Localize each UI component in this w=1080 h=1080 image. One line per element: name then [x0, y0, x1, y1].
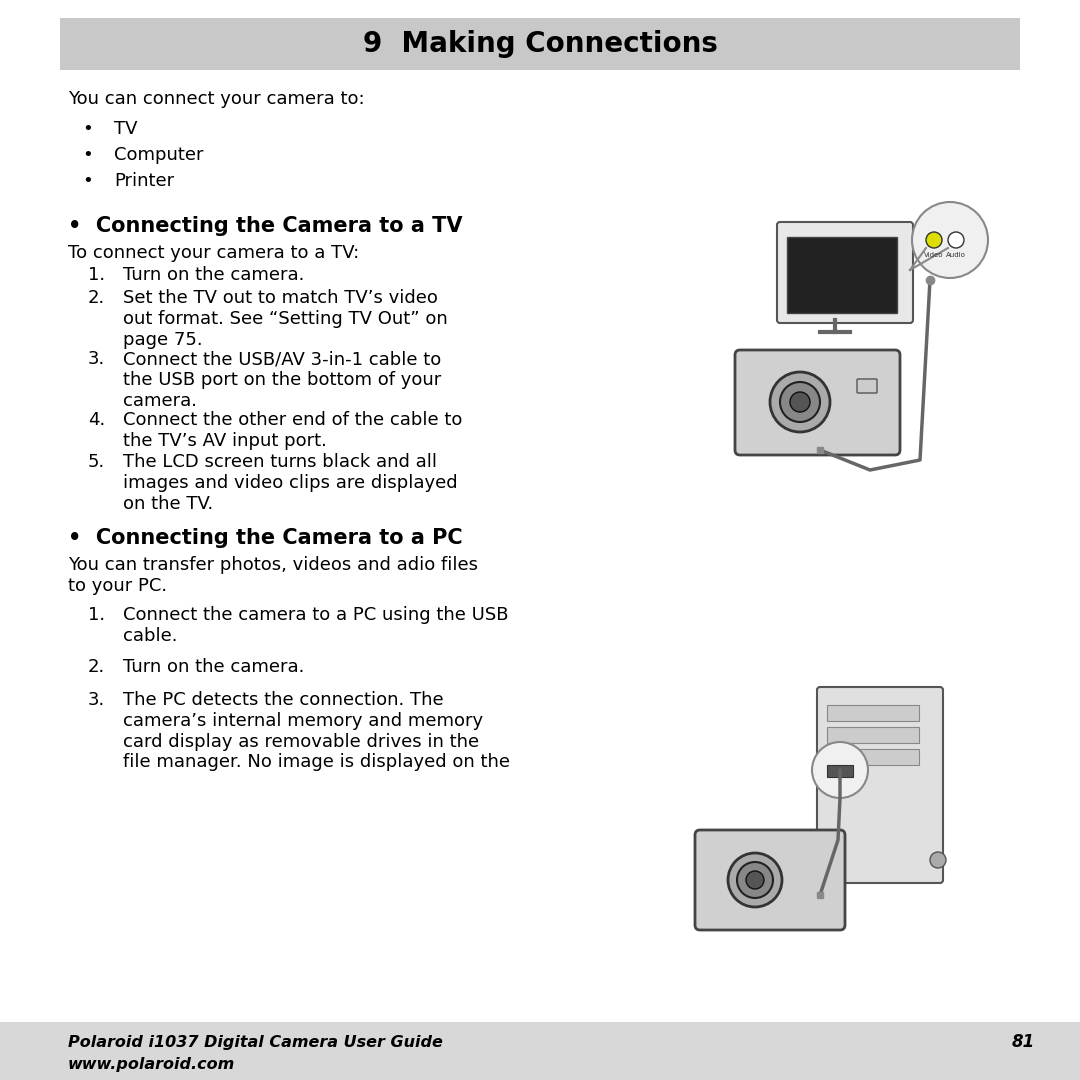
- Text: Connect the camera to a PC using the USB
cable.: Connect the camera to a PC using the USB…: [123, 606, 509, 645]
- Text: Set the TV out to match TV’s video
out format. See “Setting TV Out” on
page 75.: Set the TV out to match TV’s video out f…: [123, 289, 448, 349]
- Text: 81: 81: [1012, 1032, 1036, 1051]
- Text: 1.: 1.: [87, 266, 105, 284]
- Text: 1.: 1.: [87, 606, 105, 624]
- Circle shape: [930, 852, 946, 868]
- Circle shape: [812, 742, 868, 798]
- Circle shape: [912, 202, 988, 278]
- Text: •  Connecting the Camera to a PC: • Connecting the Camera to a PC: [68, 528, 462, 548]
- FancyBboxPatch shape: [827, 765, 853, 777]
- Text: 9  Making Connections: 9 Making Connections: [363, 30, 717, 58]
- FancyBboxPatch shape: [0, 1022, 1080, 1080]
- Text: 3.: 3.: [87, 691, 105, 708]
- Text: 4.: 4.: [87, 411, 105, 429]
- Text: TV: TV: [114, 120, 137, 138]
- Text: 3.: 3.: [87, 350, 105, 368]
- Circle shape: [926, 232, 942, 248]
- Text: Turn on the camera.: Turn on the camera.: [123, 266, 305, 284]
- Text: Polaroid i1037 Digital Camera User Guide: Polaroid i1037 Digital Camera User Guide: [68, 1035, 443, 1050]
- FancyBboxPatch shape: [816, 687, 943, 883]
- Text: Connect the other end of the cable to
the TV’s AV input port.: Connect the other end of the cable to th…: [123, 411, 462, 449]
- FancyBboxPatch shape: [827, 727, 919, 743]
- Text: To connect your camera to a TV:: To connect your camera to a TV:: [68, 244, 360, 262]
- Text: The LCD screen turns black and all
images and video clips are displayed
on the T: The LCD screen turns black and all image…: [123, 453, 458, 513]
- Circle shape: [770, 372, 831, 432]
- Circle shape: [746, 870, 764, 889]
- FancyBboxPatch shape: [858, 379, 877, 393]
- Text: Connect the USB/AV 3-in-1 cable to
the USB port on the bottom of your
camera.: Connect the USB/AV 3-in-1 cable to the U…: [123, 350, 442, 409]
- Text: Printer: Printer: [114, 172, 174, 190]
- FancyBboxPatch shape: [735, 350, 900, 455]
- Text: You can connect your camera to:: You can connect your camera to:: [68, 90, 365, 108]
- Text: Turn on the camera.: Turn on the camera.: [123, 658, 305, 676]
- Text: The PC detects the connection. The
camera’s internal memory and memory
card disp: The PC detects the connection. The camer…: [123, 691, 510, 771]
- Text: Computer: Computer: [114, 146, 203, 164]
- FancyBboxPatch shape: [60, 18, 1020, 70]
- Text: 2.: 2.: [87, 658, 105, 676]
- Circle shape: [728, 853, 782, 907]
- Circle shape: [789, 392, 810, 411]
- FancyBboxPatch shape: [827, 750, 919, 765]
- Text: •: •: [82, 146, 93, 164]
- Text: 2.: 2.: [87, 289, 105, 307]
- Circle shape: [737, 862, 773, 897]
- Circle shape: [948, 232, 964, 248]
- Text: •: •: [82, 172, 93, 190]
- Text: Video: Video: [924, 252, 944, 258]
- FancyBboxPatch shape: [696, 831, 845, 930]
- Text: Audio: Audio: [946, 252, 966, 258]
- FancyBboxPatch shape: [827, 705, 919, 721]
- FancyBboxPatch shape: [787, 237, 897, 313]
- FancyBboxPatch shape: [777, 222, 913, 323]
- Text: www.polaroid.com: www.polaroid.com: [68, 1056, 235, 1071]
- Text: 5.: 5.: [87, 453, 105, 471]
- Text: •  Connecting the Camera to a TV: • Connecting the Camera to a TV: [68, 216, 462, 237]
- Text: You can transfer photos, videos and adio files
to your PC.: You can transfer photos, videos and adio…: [68, 556, 478, 595]
- Circle shape: [780, 382, 820, 422]
- Text: •: •: [82, 120, 93, 138]
